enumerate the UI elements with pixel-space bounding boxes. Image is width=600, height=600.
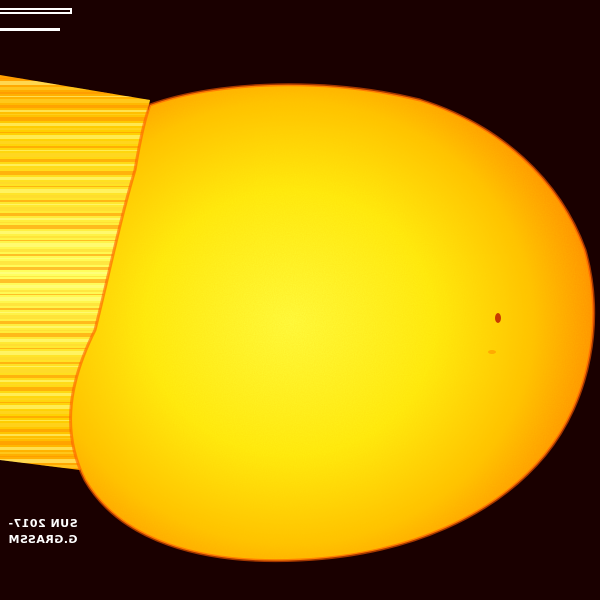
photo-credit-caption: SUN 2017- G.GRASSM [0, 512, 140, 562]
caption-date: SUN 2017- [8, 517, 78, 530]
caption-underline [0, 28, 60, 31]
caption-frame [0, 8, 72, 14]
sunspot [495, 313, 501, 323]
caption-author: G.GRASSM [8, 533, 78, 546]
facula [488, 350, 496, 354]
